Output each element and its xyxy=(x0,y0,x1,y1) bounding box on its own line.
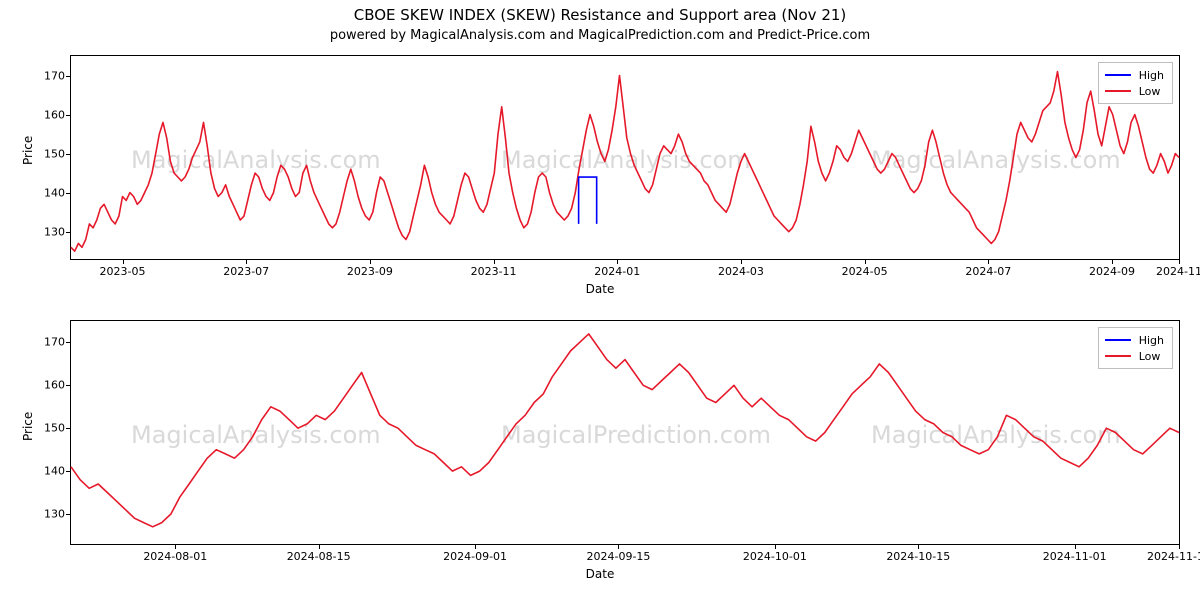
series-line-low xyxy=(71,334,1179,527)
top-chart-svg xyxy=(71,56,1179,259)
series-line-high xyxy=(579,177,597,224)
x-tick-label: 2023-09 xyxy=(347,265,393,278)
x-tick-label: 2024-11-15 xyxy=(1147,550,1200,563)
figure: CBOE SKEW INDEX (SKEW) Resistance and Su… xyxy=(0,0,1200,600)
legend-item-low: Low xyxy=(1105,83,1164,99)
x-tick-label: 2023-07 xyxy=(223,265,269,278)
bottom-x-axis-label: Date xyxy=(0,567,1200,581)
y-tick-label: 160 xyxy=(44,108,65,121)
x-tick-label: 2024-09 xyxy=(1089,265,1135,278)
legend-label: Low xyxy=(1139,85,1161,98)
legend-item-high: High xyxy=(1105,332,1164,348)
legend-label: High xyxy=(1139,69,1164,82)
series-line-low xyxy=(71,72,1179,252)
x-tick-label: 2024-08-15 xyxy=(287,550,351,563)
x-tick-label: 2024-11 xyxy=(1156,265,1200,278)
y-tick-label: 140 xyxy=(44,186,65,199)
legend-swatch-low xyxy=(1105,90,1131,92)
top-chart-panel: MagicalAnalysis.com MagicalAnalysis.com … xyxy=(70,55,1180,260)
top-x-axis-label: Date xyxy=(0,282,1200,296)
legend: High Low xyxy=(1098,62,1173,104)
legend-label: High xyxy=(1139,334,1164,347)
bottom-y-axis-label: Price xyxy=(21,421,35,441)
legend: High Low xyxy=(1098,327,1173,369)
x-tick-label: 2023-05 xyxy=(100,265,146,278)
y-tick-label: 150 xyxy=(44,422,65,435)
x-tick-label: 2023-11 xyxy=(471,265,517,278)
chart-subtitle: powered by MagicalAnalysis.com and Magic… xyxy=(0,28,1200,43)
legend-swatch-low xyxy=(1105,355,1131,357)
y-tick-label: 130 xyxy=(44,507,65,520)
x-tick-label: 2024-08-01 xyxy=(143,550,207,563)
x-tick-label: 2024-01 xyxy=(594,265,640,278)
y-tick-label: 170 xyxy=(44,69,65,82)
legend-label: Low xyxy=(1139,350,1161,363)
y-tick-label: 170 xyxy=(44,336,65,349)
bottom-chart-panel: MagicalAnalysis.com MagicalPrediction.co… xyxy=(70,320,1180,545)
y-tick-label: 130 xyxy=(44,225,65,238)
x-tick-label: 2024-03 xyxy=(718,265,764,278)
x-tick-label: 2024-07 xyxy=(965,265,1011,278)
chart-title: CBOE SKEW INDEX (SKEW) Resistance and Su… xyxy=(0,6,1200,24)
legend-item-high: High xyxy=(1105,67,1164,83)
legend-swatch-high xyxy=(1105,74,1131,76)
x-tick-label: 2024-05 xyxy=(842,265,888,278)
y-tick-label: 140 xyxy=(44,465,65,478)
x-tick-label: 2024-10-01 xyxy=(743,550,807,563)
y-tick-label: 150 xyxy=(44,147,65,160)
bottom-chart-svg xyxy=(71,321,1179,544)
legend-item-low: Low xyxy=(1105,348,1164,364)
legend-swatch-high xyxy=(1105,339,1131,341)
y-tick-label: 160 xyxy=(44,379,65,392)
x-tick-label: 2024-11-01 xyxy=(1043,550,1107,563)
x-tick-label: 2024-09-01 xyxy=(443,550,507,563)
top-y-axis-label: Price xyxy=(21,145,35,165)
x-tick-label: 2024-10-15 xyxy=(886,550,950,563)
x-tick-label: 2024-09-15 xyxy=(587,550,651,563)
